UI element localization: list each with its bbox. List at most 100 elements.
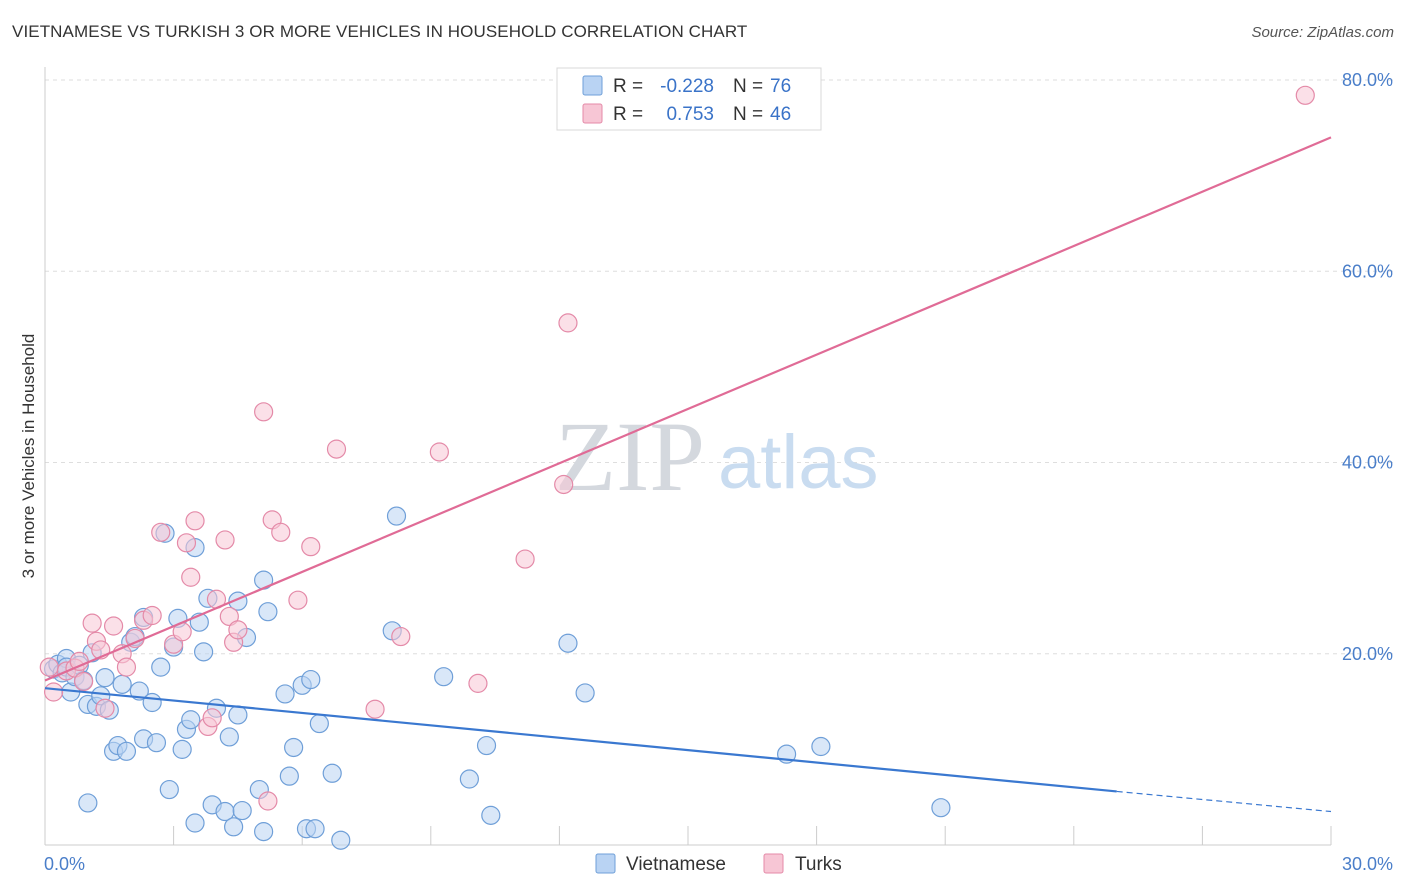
- point-turks: [254, 402, 274, 422]
- source-label: Source: ZipAtlas.com: [1251, 24, 1394, 41]
- point-vietnamese: [301, 669, 321, 690]
- bottom-legend-label-turks: Turks: [795, 854, 842, 875]
- legend-n-value: 76: [770, 76, 791, 97]
- point-vietnamese: [481, 805, 501, 825]
- point-turks: [82, 613, 102, 633]
- watermark-zip: ZIP: [555, 401, 705, 512]
- legend-n-label: N =: [733, 104, 763, 125]
- legend-swatch-vietnamese: [582, 75, 603, 96]
- point-turks: [301, 537, 321, 557]
- point-vietnamese: [129, 681, 149, 701]
- watermark-atlas: atlas: [718, 420, 879, 505]
- point-vietnamese: [194, 642, 214, 662]
- x-tick-label: 0.0%: [44, 854, 85, 874]
- point-vietnamese: [254, 822, 274, 842]
- point-turks: [326, 439, 347, 459]
- tick-labels: 20.0% 40.0% 60.0% 80.0% 0.0% 30.0%: [44, 70, 1393, 874]
- x-tick-label: 30.0%: [1342, 854, 1393, 874]
- point-vietnamese: [219, 727, 239, 747]
- point-vietnamese: [185, 813, 205, 833]
- point-turks: [365, 699, 385, 719]
- bottom-legend: Vietnamese Turks: [595, 853, 842, 875]
- point-turks: [116, 657, 137, 677]
- data-points: [39, 85, 1315, 850]
- gridlines: [45, 79, 1393, 655]
- point-turks: [73, 671, 94, 692]
- point-vietnamese: [95, 668, 115, 688]
- point-turks: [95, 698, 115, 718]
- point-turks: [288, 590, 308, 610]
- legend-swatch-turks: [582, 103, 603, 124]
- point-turks: [429, 442, 449, 462]
- legend-n-value: 46: [770, 104, 791, 125]
- point-vietnamese: [386, 506, 407, 526]
- axes: [44, 67, 1332, 846]
- point-turks: [39, 657, 59, 677]
- y-axis-title: 3 or more Vehicles in Household: [19, 334, 38, 579]
- bottom-legend-swatch-vietnamese: [595, 853, 616, 874]
- point-vietnamese: [116, 741, 137, 761]
- trend-lines: [44, 136, 1332, 813]
- point-vietnamese: [434, 667, 454, 687]
- y-tick-label: 60.0%: [1342, 261, 1393, 281]
- point-turks: [43, 682, 64, 702]
- bottom-legend-label-vietnamese: Vietnamese: [626, 854, 726, 875]
- point-turks: [215, 530, 235, 550]
- point-turks: [176, 533, 197, 553]
- point-vietnamese: [309, 713, 329, 734]
- point-turks: [558, 313, 578, 333]
- point-vietnamese: [142, 692, 162, 713]
- point-turks: [151, 522, 171, 542]
- point-vietnamese: [181, 710, 201, 730]
- y-tick-label: 20.0%: [1342, 644, 1393, 664]
- legend-r-label: R =: [613, 104, 643, 125]
- point-vietnamese: [331, 830, 351, 850]
- point-turks: [1295, 85, 1315, 105]
- trend-line-turks: [44, 136, 1332, 682]
- point-vietnamese: [305, 819, 325, 839]
- legend-r-value: -0.228: [660, 76, 714, 97]
- legend-n-label: N =: [733, 76, 763, 97]
- point-turks: [258, 791, 278, 811]
- y-tick-label: 80.0%: [1342, 70, 1393, 90]
- point-turks: [202, 708, 222, 728]
- point-vietnamese: [459, 769, 479, 789]
- trend-line-vietnamese-extension: [1116, 790, 1332, 813]
- point-turks: [515, 549, 535, 569]
- point-turks: [468, 673, 488, 693]
- point-vietnamese: [575, 683, 595, 703]
- point-vietnamese: [275, 684, 295, 704]
- point-vietnamese: [112, 674, 132, 694]
- point-turks: [554, 474, 574, 495]
- point-vietnamese: [811, 736, 831, 757]
- point-vietnamese: [224, 817, 244, 837]
- point-vietnamese: [78, 793, 98, 813]
- legend-r-label: R =: [613, 76, 643, 97]
- point-vietnamese: [931, 798, 951, 818]
- point-vietnamese: [232, 800, 252, 821]
- trend-line-vietnamese: [44, 687, 1117, 793]
- point-turks: [228, 620, 248, 640]
- point-turks: [185, 511, 205, 531]
- point-turks: [219, 606, 239, 627]
- point-vietnamese: [558, 633, 578, 653]
- bottom-legend-swatch-turks: [763, 853, 784, 874]
- point-turks: [271, 522, 291, 542]
- point-turks: [391, 626, 411, 647]
- point-vietnamese: [146, 733, 167, 753]
- point-vietnamese: [322, 763, 342, 783]
- point-vietnamese: [172, 739, 192, 759]
- point-turks: [142, 605, 162, 626]
- legend: R = -0.228 N = 76 R = 0.753 N = 46: [556, 67, 822, 131]
- point-vietnamese: [279, 766, 299, 786]
- point-vietnamese: [258, 602, 278, 622]
- point-vietnamese: [228, 705, 248, 725]
- point-vietnamese: [159, 779, 179, 800]
- chart-title: VIETNAMESE VS TURKISH 3 OR MORE VEHICLES…: [12, 22, 748, 41]
- point-turks: [103, 616, 124, 636]
- y-tick-label: 40.0%: [1342, 453, 1393, 473]
- point-vietnamese: [151, 657, 171, 677]
- point-vietnamese: [284, 737, 304, 758]
- legend-r-value: 0.753: [666, 104, 714, 125]
